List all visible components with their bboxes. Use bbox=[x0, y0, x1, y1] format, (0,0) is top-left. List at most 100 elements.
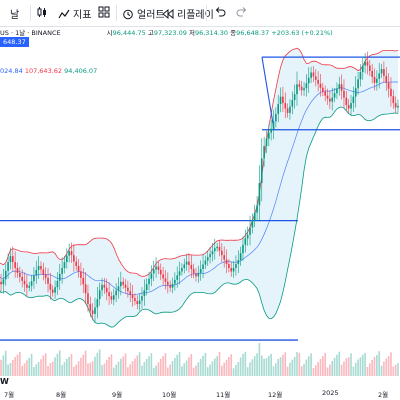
time-axis-tick: 7월 bbox=[4, 391, 15, 399]
volume-bar bbox=[80, 357, 82, 376]
candle-body bbox=[192, 268, 195, 274]
volume-bar bbox=[267, 356, 270, 376]
candle-body bbox=[152, 269, 155, 274]
candle-body bbox=[392, 96, 395, 104]
volume-bar bbox=[383, 361, 385, 376]
candle-body bbox=[277, 104, 280, 114]
candle-body bbox=[51, 289, 54, 293]
candle-body bbox=[322, 87, 324, 92]
candle-body bbox=[63, 262, 66, 268]
volume-bar bbox=[350, 353, 352, 376]
volume-bar bbox=[366, 367, 369, 376]
volume-bar bbox=[211, 361, 214, 376]
volume-bar bbox=[303, 364, 305, 376]
candle-body bbox=[221, 250, 223, 256]
price-chart[interactable] bbox=[0, 26, 400, 400]
volume-bar bbox=[190, 354, 193, 376]
candle-body bbox=[54, 287, 56, 293]
candle-body bbox=[347, 105, 350, 109]
volume-bar bbox=[284, 352, 287, 376]
candle-body bbox=[141, 296, 143, 301]
candle-body bbox=[68, 251, 70, 256]
volume-bar bbox=[171, 361, 174, 376]
chart-type-button[interactable] bbox=[36, 6, 48, 18]
volume-bar bbox=[394, 364, 397, 376]
candle-body bbox=[181, 267, 183, 272]
candle-body bbox=[87, 293, 89, 305]
volume-bar bbox=[117, 361, 120, 376]
alert-button[interactable]: 얼러트 bbox=[122, 6, 165, 21]
volume-bar bbox=[131, 361, 134, 376]
candle-body bbox=[272, 121, 275, 129]
volume-bar bbox=[329, 364, 331, 376]
candle-body bbox=[61, 267, 63, 274]
candle-body bbox=[387, 82, 390, 89]
volume-bar bbox=[152, 368, 155, 376]
candle-body bbox=[390, 88, 392, 97]
volume-bar bbox=[216, 356, 218, 376]
timeframe-button[interactable]: 날 bbox=[10, 6, 19, 21]
candle-body bbox=[213, 248, 216, 252]
volume-bar bbox=[385, 358, 388, 376]
candle-body bbox=[244, 238, 247, 245]
volume-bar bbox=[94, 356, 96, 376]
volume-bar bbox=[115, 364, 117, 376]
candle-body bbox=[148, 278, 150, 285]
candle-body bbox=[345, 97, 348, 106]
candle-body bbox=[204, 260, 207, 265]
chart-toolbar: 날 지표 얼러트 bbox=[0, 0, 400, 27]
volume-bar bbox=[237, 362, 240, 376]
indicators-icon bbox=[58, 9, 70, 18]
candle-body bbox=[249, 227, 251, 235]
layout-templates-button[interactable] bbox=[98, 6, 110, 18]
candle-body bbox=[383, 69, 385, 76]
candle-body bbox=[115, 290, 117, 296]
volume-bar bbox=[112, 367, 115, 376]
volume-bar bbox=[150, 353, 153, 376]
volume-bar bbox=[331, 361, 334, 376]
candle-body bbox=[120, 281, 122, 287]
time-axis-tick: 9월 bbox=[112, 391, 123, 399]
volume-bar bbox=[16, 354, 19, 376]
volume-bar bbox=[338, 351, 341, 376]
volume-bar bbox=[324, 353, 327, 376]
candle-body bbox=[343, 90, 345, 98]
indicators-label: 지표 bbox=[73, 10, 92, 21]
candle-body bbox=[357, 79, 359, 89]
candle-body bbox=[19, 272, 21, 277]
bb-lower-line bbox=[0, 106, 399, 328]
volume-bar bbox=[138, 352, 141, 376]
grid-layout-icon bbox=[98, 6, 110, 18]
replay-button[interactable]: 리플레이 bbox=[162, 6, 214, 21]
candle-body bbox=[70, 251, 73, 256]
volume-bar bbox=[2, 355, 5, 376]
candle-body bbox=[253, 212, 256, 221]
redo-button[interactable] bbox=[236, 6, 248, 18]
candle-body bbox=[195, 273, 197, 277]
volume-bar bbox=[70, 354, 73, 376]
indicators-button[interactable]: 지표 bbox=[58, 6, 91, 21]
open-value: 96,444.75 bbox=[112, 29, 146, 37]
candle-body bbox=[260, 158, 263, 184]
undo-button[interactable] bbox=[214, 6, 226, 18]
volume-bar bbox=[345, 358, 348, 376]
candle-body bbox=[307, 77, 310, 84]
candle-body bbox=[96, 299, 99, 308]
candle-body bbox=[312, 72, 315, 77]
candle-body bbox=[185, 261, 188, 265]
volume-bar bbox=[368, 363, 371, 376]
candle-body bbox=[136, 301, 139, 305]
candle-body bbox=[376, 78, 378, 83]
time-axis-tick: 12월 bbox=[268, 391, 283, 399]
candle-body bbox=[275, 113, 277, 122]
candle-body bbox=[197, 272, 200, 277]
candle-body bbox=[289, 106, 291, 113]
volume-bar bbox=[82, 354, 85, 376]
volume-bar bbox=[54, 357, 56, 376]
candle-body bbox=[230, 267, 233, 272]
candle-body bbox=[265, 138, 268, 147]
volume-bar bbox=[35, 364, 38, 376]
volume-bar bbox=[192, 367, 195, 376]
volume-bar bbox=[145, 359, 148, 376]
candle-body bbox=[228, 264, 230, 268]
